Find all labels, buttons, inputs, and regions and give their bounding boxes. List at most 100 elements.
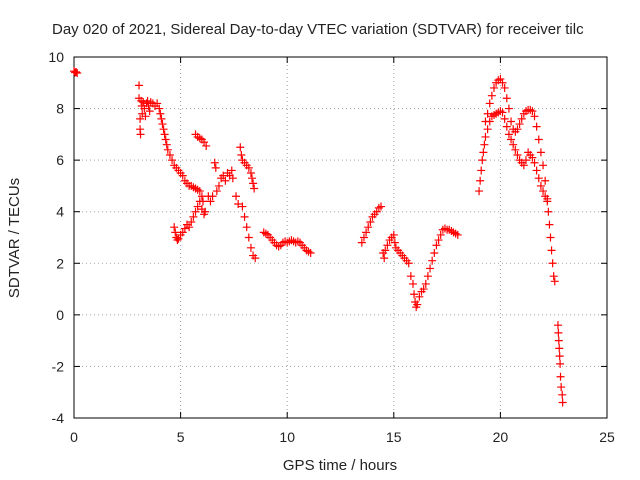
data-point <box>165 150 174 159</box>
data-point <box>413 300 422 309</box>
data-point <box>504 130 513 139</box>
data-point <box>557 383 566 392</box>
data-point <box>521 156 530 165</box>
data-point <box>421 279 430 288</box>
data-point <box>481 132 490 141</box>
data-point <box>554 336 563 345</box>
data-point <box>545 220 554 229</box>
data-point <box>553 321 562 330</box>
x-axis-title: GPS time / hours <box>283 457 397 474</box>
data-point <box>404 259 413 268</box>
data-point <box>419 285 428 294</box>
y-tick-label: 0 <box>56 307 64 323</box>
data-point <box>500 114 509 123</box>
data-point <box>476 176 485 185</box>
y-tick-label: 8 <box>56 101 64 117</box>
data-point <box>556 372 565 381</box>
data-point <box>477 166 486 175</box>
data-point <box>374 203 383 212</box>
data-point <box>141 112 150 121</box>
data-point <box>364 223 373 232</box>
data-point <box>195 187 204 196</box>
data-point <box>168 156 177 165</box>
data-point <box>248 174 257 183</box>
data-point <box>136 114 145 123</box>
data-point <box>136 130 145 139</box>
data-point <box>201 207 210 216</box>
data-point <box>159 125 168 134</box>
data-point <box>556 359 565 368</box>
data-point <box>206 197 215 206</box>
data-point <box>162 140 171 149</box>
data-point <box>359 233 368 242</box>
data-point <box>238 202 247 211</box>
data-point <box>526 105 535 114</box>
data-point <box>161 135 170 144</box>
data-point <box>544 207 553 216</box>
data-point <box>430 248 439 257</box>
data-point <box>507 135 516 144</box>
data-point <box>171 228 180 237</box>
data-point <box>202 141 211 150</box>
data-point <box>453 230 462 239</box>
data-point <box>543 194 552 203</box>
data-point <box>548 259 557 268</box>
data-point <box>410 290 419 299</box>
data-point <box>214 181 223 190</box>
data-point <box>193 202 202 211</box>
data-point <box>244 233 253 242</box>
data-point <box>555 344 564 353</box>
data-point <box>534 135 543 144</box>
x-tick-label: 20 <box>493 429 509 445</box>
y-tick-label: 6 <box>56 152 64 168</box>
grid <box>74 57 607 418</box>
data-point <box>436 230 445 239</box>
data-point <box>390 238 399 247</box>
data-point <box>539 187 548 196</box>
data-point <box>509 140 518 149</box>
data-point <box>498 108 507 117</box>
y-tick-labels: -4 -2 0 2 4 6 8 10 <box>48 49 64 426</box>
data-point <box>357 238 366 247</box>
data-point <box>423 272 432 281</box>
data-point <box>227 166 236 175</box>
data-point <box>530 158 539 167</box>
data-point <box>157 114 166 123</box>
data-point <box>208 192 217 201</box>
data-point <box>73 68 82 77</box>
data-point <box>513 125 522 134</box>
data-point <box>549 272 558 281</box>
data-point <box>485 99 494 108</box>
data-point <box>532 122 541 131</box>
data-point <box>228 174 237 183</box>
chart-title: Day 020 of 2021, Sidereal Day-to-day VTE… <box>52 21 584 38</box>
data-point <box>408 279 417 288</box>
data-point <box>554 328 563 337</box>
data-point <box>170 223 179 232</box>
data-point <box>377 202 386 211</box>
data-point <box>481 117 490 126</box>
data-point <box>547 246 556 255</box>
data-point <box>555 352 564 361</box>
data-point <box>246 243 255 252</box>
data-point <box>536 181 545 190</box>
data-point <box>498 78 507 87</box>
data-point <box>406 272 415 281</box>
data-point <box>528 153 537 162</box>
data-point <box>500 83 509 92</box>
data-point <box>236 143 245 152</box>
data-point <box>541 176 550 185</box>
data-point <box>135 81 144 90</box>
data-point <box>515 120 524 129</box>
data-point <box>210 158 219 167</box>
data-point <box>487 91 496 100</box>
data-point <box>274 242 283 251</box>
data-point <box>550 277 559 286</box>
data-point <box>483 125 492 134</box>
data-point <box>242 223 251 232</box>
data-point <box>189 212 198 221</box>
data-point <box>502 94 511 103</box>
data-point <box>383 241 392 250</box>
data-point <box>293 237 302 246</box>
